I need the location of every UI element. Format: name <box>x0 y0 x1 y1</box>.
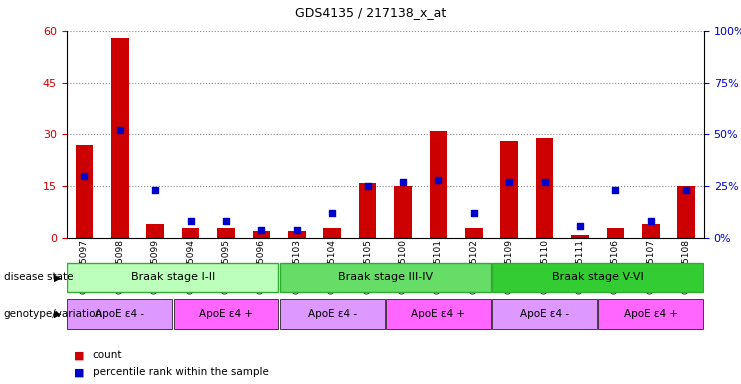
Bar <box>465 228 482 238</box>
Text: Braak stage V-VI: Braak stage V-VI <box>552 272 644 283</box>
Bar <box>642 224 659 238</box>
Text: Braak stage III-IV: Braak stage III-IV <box>338 272 433 283</box>
Point <box>680 187 692 194</box>
Text: ApoE ε4 +: ApoE ε4 + <box>411 309 465 319</box>
Bar <box>536 138 554 238</box>
Bar <box>288 231 305 238</box>
Text: ApoE ε4 -: ApoE ε4 - <box>96 309 144 319</box>
Point <box>79 173 90 179</box>
Point <box>185 218 196 225</box>
Point <box>326 210 338 216</box>
Text: ▶: ▶ <box>54 272 62 283</box>
Text: Braak stage I-II: Braak stage I-II <box>130 272 215 283</box>
Point <box>468 210 479 216</box>
Bar <box>430 131 448 238</box>
Point <box>256 227 268 233</box>
Bar <box>571 235 589 238</box>
Point <box>362 183 373 189</box>
Text: ■: ■ <box>74 350 84 360</box>
Bar <box>280 263 491 292</box>
Point <box>149 187 161 194</box>
Point <box>503 179 515 185</box>
Text: ApoE ε4 +: ApoE ε4 + <box>624 309 678 319</box>
Point <box>220 218 232 225</box>
Text: disease state: disease state <box>4 272 73 283</box>
Point <box>539 179 551 185</box>
Bar <box>111 38 129 238</box>
Point <box>397 179 409 185</box>
Bar <box>607 228 624 238</box>
Bar <box>500 141 518 238</box>
Bar <box>394 186 412 238</box>
Text: ApoE ε4 -: ApoE ε4 - <box>520 309 569 319</box>
Bar <box>599 299 703 329</box>
Bar <box>67 263 279 292</box>
Bar <box>492 263 703 292</box>
Bar <box>253 231 270 238</box>
Bar <box>76 145 93 238</box>
Bar <box>359 183 376 238</box>
Bar <box>323 228 341 238</box>
Text: genotype/variation: genotype/variation <box>4 309 103 319</box>
Text: ▶: ▶ <box>54 309 62 319</box>
Bar <box>280 299 385 329</box>
Bar <box>217 228 235 238</box>
Point <box>610 187 622 194</box>
Point <box>291 227 303 233</box>
Text: ApoE ε4 -: ApoE ε4 - <box>308 309 356 319</box>
Bar <box>146 224 164 238</box>
Bar <box>677 186 695 238</box>
Point <box>645 218 657 225</box>
Text: ■: ■ <box>74 367 84 377</box>
Bar <box>67 299 172 329</box>
Text: GDS4135 / 217138_x_at: GDS4135 / 217138_x_at <box>295 6 446 19</box>
Point <box>114 127 126 133</box>
Point <box>574 223 586 229</box>
Bar <box>173 299 279 329</box>
Text: count: count <box>93 350 122 360</box>
Text: percentile rank within the sample: percentile rank within the sample <box>93 367 268 377</box>
Bar <box>386 299 491 329</box>
Point <box>433 177 445 183</box>
Text: ApoE ε4 +: ApoE ε4 + <box>199 309 253 319</box>
Bar <box>492 299 597 329</box>
Bar <box>182 228 199 238</box>
